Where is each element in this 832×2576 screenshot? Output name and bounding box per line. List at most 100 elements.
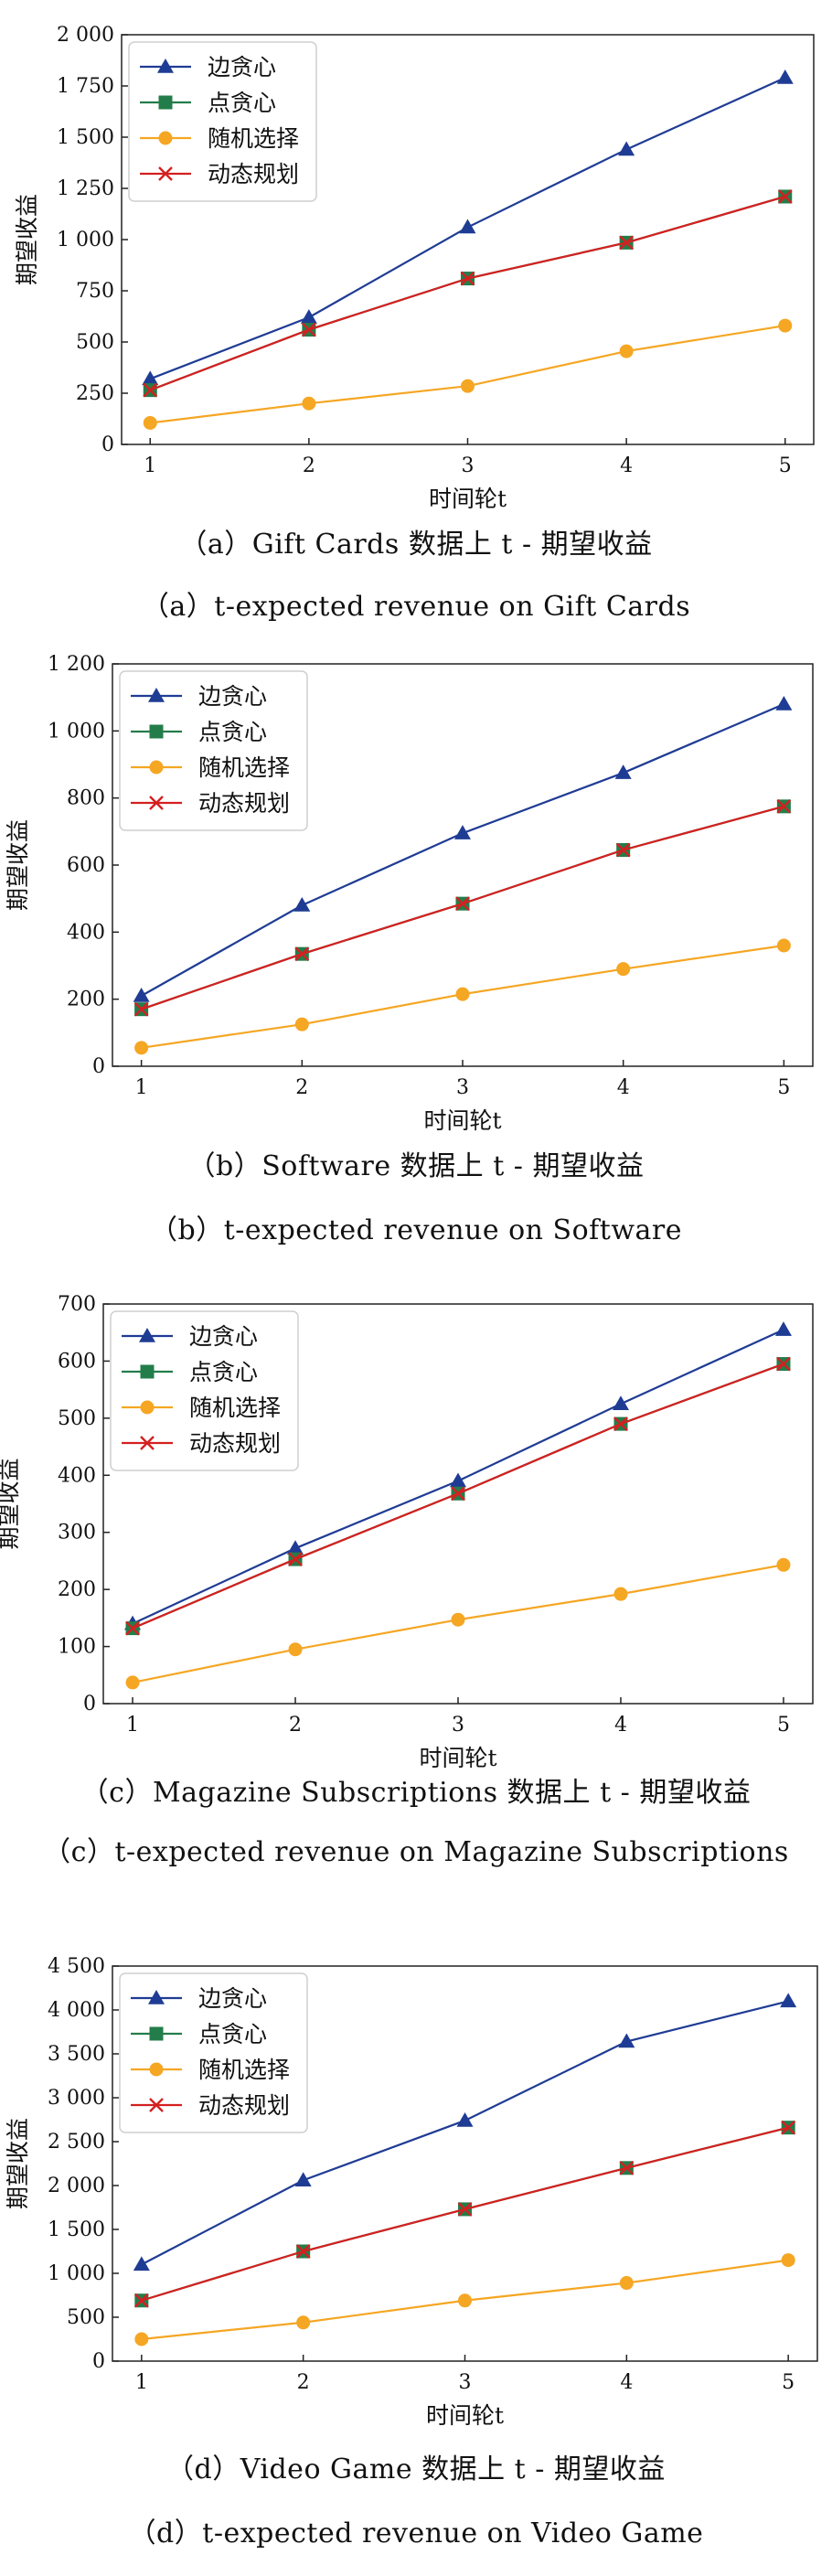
series-3	[143, 318, 793, 430]
data-point	[133, 2256, 150, 2271]
data-point	[618, 2033, 635, 2048]
data-point	[287, 1540, 304, 1555]
x-tick-label: 1	[135, 2371, 148, 2394]
data-point	[300, 309, 317, 324]
x-tick-label: 1	[144, 454, 156, 477]
legend-box	[119, 1972, 308, 2133]
legend-marker	[140, 1364, 155, 1379]
series-3	[125, 1557, 791, 1690]
data-point	[143, 382, 158, 398]
y-tick-label: 3 500	[48, 2043, 105, 2066]
legend-entry: 动态规划	[198, 2092, 290, 2119]
legend-entry: 点贪心	[189, 1359, 258, 1385]
data-point	[776, 1356, 791, 1372]
caption-cn: （d）Video Game 数据上 t - 期望收益	[166, 2453, 666, 2485]
legend-entry: 点贪心	[198, 719, 267, 745]
data-point	[613, 1587, 628, 1601]
series-1	[133, 696, 793, 1002]
series-2	[134, 2121, 795, 2308]
legend-marker	[149, 796, 164, 810]
series-4	[133, 798, 792, 1017]
series-line	[150, 324, 785, 424]
legend-entry: 边贪心	[198, 683, 267, 710]
series-4	[133, 2120, 796, 2308]
legend-marker	[149, 760, 164, 775]
legend-entry: 随机选择	[208, 125, 299, 152]
y-tick-label: 700	[58, 1293, 96, 1316]
y-tick-label: 400	[67, 921, 105, 944]
y-tick-label: 0	[92, 1055, 105, 1078]
data-point	[134, 2332, 149, 2346]
legend-marker	[139, 1328, 155, 1342]
y-tick-label: 500	[76, 331, 114, 354]
x-tick-label: 4	[620, 454, 633, 477]
data-point	[460, 271, 475, 286]
data-point	[618, 141, 635, 156]
data-point	[125, 1675, 140, 1690]
data-point	[133, 1001, 149, 1017]
y-tick-label: 0	[83, 1693, 96, 1716]
legend-box	[128, 41, 317, 202]
legend-entry: 动态规划	[198, 790, 290, 817]
data-point	[451, 1612, 465, 1627]
caption-cn: （a）Gift Cards 数据上 t - 期望收益	[179, 529, 653, 561]
y-tick-label: 600	[58, 1350, 96, 1373]
y-tick-label: 2 500	[48, 2131, 105, 2154]
data-point	[775, 696, 793, 711]
legend-entry: 边贪心	[198, 1985, 267, 2012]
legend-marker	[149, 2062, 164, 2077]
data-point	[455, 987, 470, 1001]
data-point	[302, 322, 316, 337]
data-point	[133, 988, 150, 1002]
series-4	[125, 1356, 791, 1636]
series-3	[134, 2253, 795, 2346]
series-1	[142, 69, 794, 386]
x-tick-label: 3	[459, 2371, 472, 2394]
data-point	[134, 1041, 149, 1055]
data-point	[288, 1552, 303, 1566]
y-tick-label: 1 000	[48, 2262, 105, 2285]
data-point	[288, 1642, 303, 1657]
y-tick-label: 200	[67, 989, 105, 1011]
data-point	[614, 764, 632, 779]
data-point	[458, 2293, 472, 2308]
data-point	[616, 962, 631, 977]
x-tick-label: 5	[779, 454, 792, 477]
y-tick-label: 500	[58, 1407, 96, 1430]
chart-panel: 0 200 400 600 800 1 000 1 200 1 2 3 4 5 时间轮t 期望收益 边贪心点…	[0, 631, 832, 1248]
x-axis-label: 时间轮t	[423, 1107, 501, 1134]
legend-marker	[140, 1400, 155, 1415]
y-tick-label: 0	[101, 433, 114, 456]
data-point	[455, 896, 470, 912]
series-1	[133, 1993, 797, 2271]
y-tick-label: 800	[67, 787, 105, 810]
data-point	[778, 318, 793, 333]
data-point	[143, 415, 157, 430]
legend-marker	[149, 2098, 164, 2112]
data-point	[296, 2315, 311, 2330]
caption-en: （d）t-expected revenue on Video Game	[128, 2517, 704, 2549]
data-point	[615, 842, 631, 858]
data-point	[142, 370, 159, 386]
legend-marker	[158, 131, 173, 145]
data-point	[294, 1017, 309, 1031]
y-tick-label: 2 000	[57, 24, 114, 47]
legend-marker	[158, 95, 173, 110]
data-point	[454, 825, 471, 839]
y-tick-label: 1 000	[57, 229, 114, 251]
x-tick-label: 3	[452, 1714, 464, 1737]
data-point	[776, 1557, 791, 1572]
y-tick-label: 1 500	[48, 2218, 105, 2241]
line-chart: 0 250 500 750 1 000 1 250 1 500 1 750 2 000 1 2 3 4 5…	[14, 24, 815, 512]
legend-entry: 动态规划	[208, 161, 299, 187]
y-tick-label: 300	[58, 1522, 96, 1545]
caption-en: （b）t-expected revenue on Software	[150, 1214, 682, 1246]
legend-marker	[157, 59, 174, 73]
series-4	[143, 189, 793, 398]
data-point	[619, 235, 634, 251]
x-axis-label: 时间轮t	[426, 2402, 504, 2429]
y-tick-label: 600	[67, 854, 105, 877]
x-tick-label: 2	[295, 1076, 308, 1099]
